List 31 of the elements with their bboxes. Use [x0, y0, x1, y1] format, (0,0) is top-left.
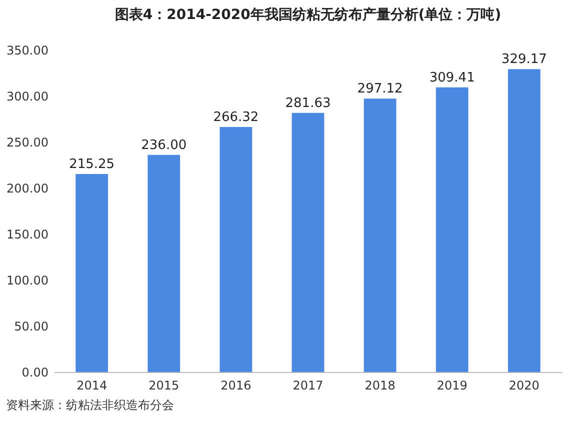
x-tick-label: 2014 [76, 378, 108, 392]
text: 资料来源：纺粘法非织造布分会 [6, 397, 174, 414]
bar [364, 98, 396, 372]
bar [508, 69, 540, 372]
chart-title: 图表4：2014-2020年我国纺粘无纺布产量分析(单位：万吨) [114, 6, 502, 23]
data-label: 309.41 [429, 70, 475, 86]
y-tick-label: 250.00 [6, 136, 48, 150]
y-tick-label: 50.00 [14, 320, 48, 334]
bar [292, 112, 324, 372]
bar [220, 126, 252, 372]
data-label: 236.00 [141, 138, 187, 153]
data-label: 281.63 [285, 96, 331, 111]
data-label: 329.17 [501, 52, 547, 68]
x-tick-label: 2017 [292, 378, 324, 392]
x-tick-label: 2015 [148, 378, 180, 392]
bar [436, 87, 468, 372]
y-tick-label: 0.00 [22, 366, 48, 380]
y-tick-label: 350.00 [6, 44, 48, 58]
y-tick-label: 300.00 [6, 90, 48, 104]
bar [148, 154, 180, 372]
x-tick-label: 2020 [508, 378, 540, 392]
x-tick-label: 2016 [220, 378, 252, 392]
data-label: 297.12 [357, 82, 403, 97]
data-label: 266.32 [213, 110, 259, 125]
y-tick-label: 100.00 [6, 274, 48, 288]
y-tick-label: 150.00 [6, 228, 48, 242]
x-tick-label: 2019 [436, 378, 468, 392]
data-label: 215.25 [69, 156, 115, 172]
x-tick-label: 2018 [364, 378, 396, 392]
y-tick-label: 200.00 [6, 182, 48, 196]
bar [76, 174, 108, 372]
